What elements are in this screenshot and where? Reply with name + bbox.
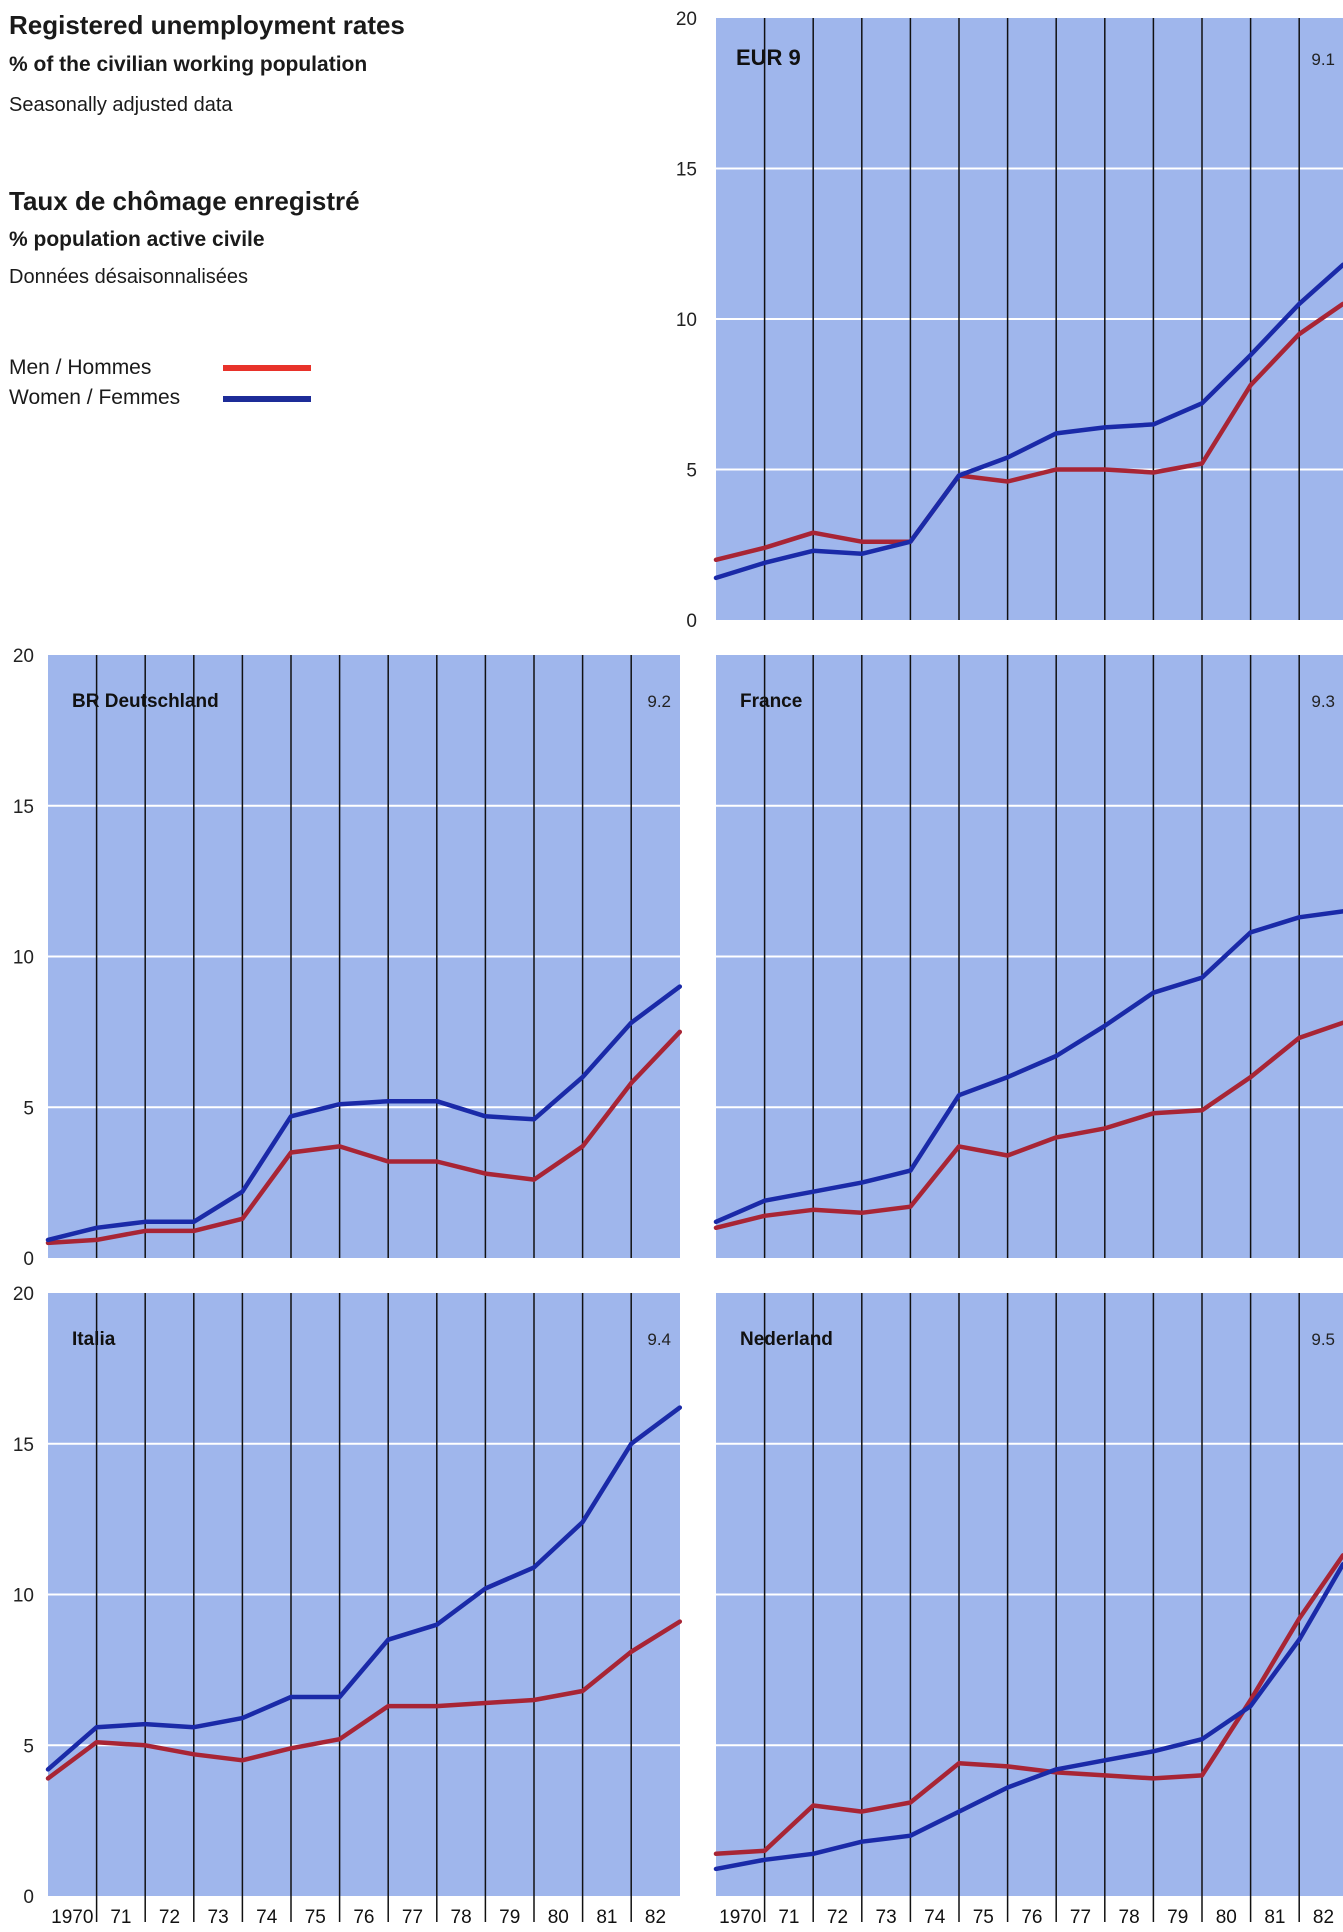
x-tick-label: 78	[451, 1907, 472, 1928]
x-tick-label: 74	[924, 1907, 946, 1928]
x-tick-label: 79	[1167, 1907, 1188, 1928]
panel-title: France	[740, 691, 802, 712]
note-fr: Données désaisonnalisées	[9, 266, 249, 288]
series-line-women	[45, 984, 683, 1243]
series-line-men	[713, 301, 1343, 563]
x-tick-label: 77	[1070, 1907, 1091, 1928]
y-tick-label: 5	[686, 461, 697, 482]
chart-panel-2: 0 5 10 15 20 BR Deutschland 9.2	[13, 646, 683, 1270]
chart-panel-3: France 9.3	[713, 655, 1343, 1258]
y-tick-label: 5	[23, 1098, 34, 1119]
series-line-women	[713, 262, 1343, 581]
y-tick-label: 10	[676, 310, 697, 331]
legend-women-swatch	[223, 396, 311, 402]
panel-number: 9.4	[647, 1330, 671, 1349]
y-tick-label: 20	[13, 646, 34, 667]
x-tick-label: 75	[973, 1907, 994, 1928]
series-line-women	[45, 1405, 683, 1772]
y-tick-label: 20	[676, 9, 697, 30]
panel-number: 9.5	[1311, 1330, 1335, 1349]
title-fr: Taux de chômage enregistré	[9, 186, 360, 216]
panel-title: BR Deutschland	[72, 691, 219, 712]
x-tick-label: 74	[256, 1907, 278, 1928]
x-tick-label: 71	[110, 1907, 131, 1928]
panel-title: Nederland	[740, 1329, 833, 1350]
title-en: Registered unemployment rates	[9, 10, 405, 40]
y-tick-label: 0	[686, 611, 697, 632]
x-tick-label: 77	[402, 1907, 423, 1928]
series-line-women	[713, 909, 1343, 1225]
x-tick-label: 72	[159, 1907, 180, 1928]
panel-title: EUR 9	[736, 45, 801, 70]
chart-panel-1: 0 5 10 15 20 EUR 9 9.1	[676, 9, 1343, 632]
x-tick-label: 73	[876, 1907, 897, 1928]
x-tick-label: 79	[499, 1907, 520, 1928]
x-tick-label: 82	[1313, 1907, 1334, 1928]
x-tick-label: 1970	[51, 1907, 93, 1928]
y-tick-label: 15	[676, 160, 697, 181]
legend-men-swatch	[223, 365, 311, 371]
x-tick-label: 81	[1264, 1907, 1285, 1928]
chart-panel-5: Nederland 9.5 1970 71 72 73 74 75 76 77 78 79 80 81 82	[713, 1293, 1343, 1928]
subtitle-en: % of the civilian working population	[9, 53, 368, 76]
y-tick-label: 10	[13, 1586, 34, 1607]
panel-number: 9.1	[1311, 50, 1335, 69]
series-line-men	[713, 1020, 1343, 1231]
series-line-women	[713, 1562, 1343, 1872]
series-line-men	[45, 1619, 683, 1781]
panel-number: 9.2	[647, 692, 671, 711]
x-tick-label: 80	[1216, 1907, 1237, 1928]
subtitle-fr: % population active civile	[9, 228, 265, 251]
y-tick-label: 20	[13, 1284, 34, 1305]
x-tick-label: 71	[778, 1907, 799, 1928]
note-en: Seasonally adjusted data	[9, 94, 233, 116]
panel-number: 9.3	[1311, 692, 1335, 711]
y-tick-label: 10	[13, 948, 34, 969]
series-line-men	[45, 1029, 683, 1246]
x-tick-label: 82	[645, 1907, 666, 1928]
x-tick-label: 72	[827, 1907, 848, 1928]
y-tick-label: 5	[23, 1736, 34, 1757]
panel-title: Italia	[72, 1329, 116, 1350]
x-tick-label: 76	[1021, 1907, 1042, 1928]
x-tick-label: 73	[208, 1907, 229, 1928]
x-tick-label: 75	[305, 1907, 326, 1928]
y-tick-label: 15	[13, 797, 34, 818]
y-tick-label: 15	[13, 1435, 34, 1456]
x-tick-label: 76	[353, 1907, 374, 1928]
x-tick-label: 1970	[719, 1907, 761, 1928]
y-tick-label: 0	[23, 1887, 34, 1908]
legend-men-label: Men / Hommes	[9, 356, 152, 379]
x-tick-label: 78	[1119, 1907, 1140, 1928]
x-tick-label: 81	[596, 1907, 617, 1928]
chart-panel-4: 0 5 10 15 20 Italia 9.4 1970 71 72 73 74 75 76 77 78 79 8…	[13, 1284, 683, 1928]
legend-women-label: Women / Femmes	[9, 386, 181, 409]
x-tick-label: 80	[548, 1907, 569, 1928]
y-tick-label: 0	[23, 1249, 34, 1270]
